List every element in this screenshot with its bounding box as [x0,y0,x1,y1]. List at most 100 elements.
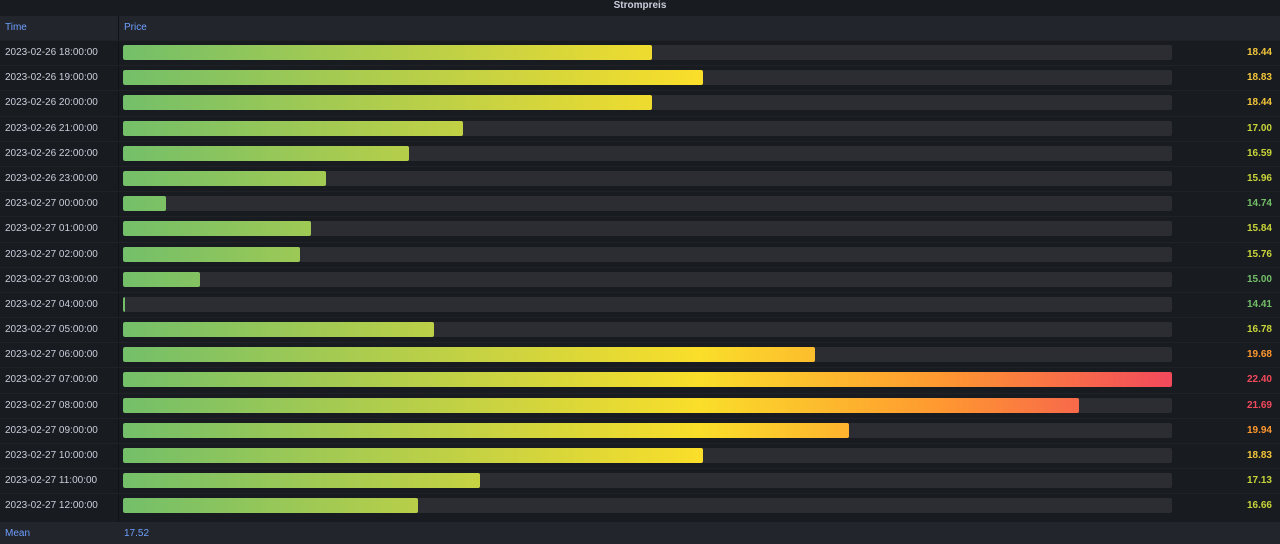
row-value: 18.83 [1246,72,1272,84]
bar-gauge-track [123,120,1172,136]
row-value: 17.00 [1246,122,1272,134]
bar-gauge-track [123,296,1172,312]
row-value: 16.59 [1246,147,1272,159]
table-row[interactable]: 2023-02-27 09:00:00 19.94 [0,417,1280,443]
bar-gauge-track [123,271,1172,287]
table-header: Time Price [0,16,1280,40]
table-row[interactable]: 2023-02-27 03:00:00 15.00 [0,266,1280,292]
table-row[interactable]: 2023-02-26 19:00:00 18.83 [0,65,1280,90]
row-time: 2023-02-27 10:00:00 [5,450,98,461]
table-footer: Mean 17.52 [0,522,1280,544]
row-value: 15.00 [1246,273,1272,285]
bar-gauge-fill [123,422,850,438]
row-time: 2023-02-27 07:00:00 [5,374,98,386]
row-time: 2023-02-26 20:00:00 [5,97,98,109]
row-value: 14.74 [1246,198,1272,210]
table-row[interactable]: 2023-02-26 21:00:00 17.00 [0,115,1280,141]
row-time: 2023-02-26 23:00:00 [5,172,98,184]
row-time: 2023-02-27 09:00:00 [5,424,98,436]
bar-gauge-track [123,70,1172,86]
bar-gauge-fill [123,397,1079,413]
table-row[interactable]: 2023-02-27 08:00:00 21.69 [0,392,1280,418]
bar-gauge-track [123,45,1172,60]
bar-gauge-fill [123,45,653,60]
table-row[interactable]: 2023-02-27 00:00:00 14.74 [0,191,1280,216]
bar-gauge-fill [123,95,653,111]
row-value: 15.96 [1246,172,1272,184]
row-time: 2023-02-27 12:00:00 [5,500,98,512]
row-value: 15.76 [1246,248,1272,260]
bar-gauge-fill [123,296,125,312]
bar-gauge-track [123,145,1172,161]
row-time: 2023-02-27 04:00:00 [5,298,98,310]
row-time: 2023-02-27 00:00:00 [5,198,98,210]
row-value: 21.69 [1246,399,1272,411]
bar-gauge-track [123,246,1172,262]
row-value: 18.44 [1246,97,1272,109]
bar-gauge-fill [123,246,301,262]
column-header-price[interactable]: Price [124,22,147,33]
column-divider[interactable] [118,16,119,544]
panel-title[interactable]: Strompreis [613,0,667,11]
footer-mean-label: Mean [5,528,31,539]
bar-gauge-fill [123,498,419,514]
row-value: 14.41 [1246,298,1272,310]
bar-gauge-track [123,422,1172,438]
table-row[interactable]: 2023-02-27 12:00:00 16.66 [0,493,1280,518]
bar-gauge-track [123,196,1172,212]
table-row[interactable]: 2023-02-27 11:00:00 17.13 [0,468,1280,493]
row-time: 2023-02-26 19:00:00 [5,72,98,84]
column-header-time[interactable]: Time [5,22,27,33]
bar-gauge-fill [123,473,481,489]
table-row[interactable]: 2023-02-27 02:00:00 15.76 [0,241,1280,267]
row-value: 15.84 [1246,223,1272,235]
row-value: 18.83 [1246,450,1272,461]
bar-gauge-fill [123,70,704,86]
bar-gauge-fill [123,372,1172,388]
bar-gauge-track [123,95,1172,111]
bar-gauge-fill [123,170,327,186]
row-value: 18.44 [1246,47,1272,58]
row-time: 2023-02-27 05:00:00 [5,324,98,336]
row-time: 2023-02-26 18:00:00 [5,47,98,58]
bar-gauge-track [123,322,1172,338]
row-time: 2023-02-26 21:00:00 [5,122,98,134]
table-row[interactable]: 2023-02-27 06:00:00 19.68 [0,342,1280,367]
row-value: 19.68 [1246,349,1272,361]
table-row[interactable]: 2023-02-26 22:00:00 16.59 [0,140,1280,166]
row-value: 16.78 [1246,324,1272,336]
bar-gauge-fill [123,120,464,136]
bar-gauge-track [123,221,1172,237]
bar-gauge-fill [123,322,435,338]
bar-gauge-fill [123,145,410,161]
row-value: 19.94 [1246,424,1272,436]
footer-mean-value: 17.52 [124,528,150,539]
table-row[interactable]: 2023-02-27 10:00:00 18.83 [0,443,1280,468]
row-time: 2023-02-27 11:00:00 [5,475,98,487]
table-row[interactable]: 2023-02-27 07:00:00 22.40 [0,367,1280,392]
table-row[interactable]: 2023-02-27 04:00:00 14.41 [0,291,1280,317]
row-time: 2023-02-26 22:00:00 [5,147,98,159]
bar-gauge-fill [123,448,704,463]
table-row[interactable]: 2023-02-26 23:00:00 15.96 [0,165,1280,191]
row-time: 2023-02-27 03:00:00 [5,273,98,285]
row-value: 22.40 [1246,374,1272,386]
bar-gauge-track [123,498,1172,514]
row-time: 2023-02-27 06:00:00 [5,349,98,361]
row-value: 16.66 [1246,500,1272,512]
table-row[interactable]: 2023-02-27 01:00:00 15.84 [0,216,1280,241]
row-value: 17.13 [1246,475,1272,487]
table-body: 2023-02-26 18:00:00 18.44 2023-02-26 19:00… [0,40,1280,519]
bar-gauge-fill [123,271,201,287]
table-row[interactable]: 2023-02-26 20:00:00 18.44 [0,90,1280,115]
row-time: 2023-02-27 01:00:00 [5,223,98,235]
bar-gauge-fill [123,196,167,212]
table-row[interactable]: 2023-02-26 18:00:00 18.44 [0,40,1280,65]
bar-gauge-track [123,170,1172,186]
bar-gauge-track [123,347,1172,363]
bar-gauge-fill [123,347,815,363]
bar-gauge-track [123,448,1172,463]
table-row[interactable]: 2023-02-27 05:00:00 16.78 [0,317,1280,342]
bar-gauge-fill [123,221,311,237]
